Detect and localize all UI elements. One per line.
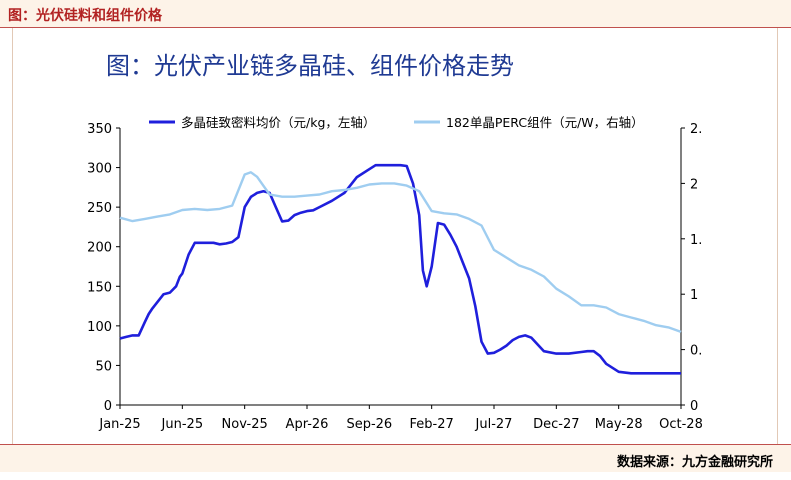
y-left-tick-label: 200: [87, 241, 112, 256]
x-tick-label: Feb-27: [410, 417, 454, 432]
y-right-tick-label: 1.5: [690, 233, 702, 248]
footer-bar: 数据来源：九方金融研究所: [0, 444, 791, 472]
header-title: 图：光伏硅料和组件价格: [8, 8, 162, 24]
y-right-tick-label: 0.5: [690, 344, 702, 359]
legend: 多晶硅致密料均价（元/kg，左轴） 182单晶PERC组件（元/W，右轴）: [149, 115, 644, 130]
x-tick-label: Apr-26: [286, 417, 329, 432]
series-line-2: [119, 171, 682, 334]
x-tick-label: Jul-27: [475, 417, 513, 432]
y-left-tick-label: 0: [104, 399, 112, 414]
y-left-tick-label: 100: [87, 320, 112, 335]
y-right-tick-label: 2: [690, 177, 698, 192]
x-tick-label: Jun-25: [161, 417, 204, 432]
series-line-1: [119, 163, 681, 375]
series-layer: [119, 163, 682, 375]
y-right-tick-label: 2.5: [690, 122, 702, 137]
x-tick-label: Dec-27: [533, 417, 579, 432]
x-tick-label: Jan-25: [98, 417, 140, 432]
legend-label-2: 182单晶PERC组件（元/W，右轴）: [446, 115, 644, 130]
source-note: 数据来源：九方金融研究所: [616, 455, 773, 470]
x-tick-label: May-28: [595, 417, 643, 432]
frame-left-line: [12, 28, 13, 444]
y-left-tick-label: 150: [87, 280, 112, 295]
y-left-tick-label: 250: [87, 201, 112, 216]
price-trend-chart: 图：光伏产业链多晶硅、组件价格走势 多晶硅致密料均价（元/kg，左轴） 182单晶…: [87, 52, 711, 432]
legend-label-1: 多晶硅致密料均价（元/kg，左轴）: [181, 115, 375, 130]
x-tick-label: Oct-28: [659, 417, 702, 432]
y-right-tick-label: 1: [690, 288, 698, 303]
y-left-tick-label: 300: [87, 162, 112, 177]
y-right-tick-label: 0: [690, 399, 698, 414]
chart-title: 图：光伏产业链多晶硅、组件价格走势: [106, 52, 514, 80]
header-bar: 图：光伏硅料和组件价格: [0, 0, 791, 28]
axes: 0 50 100 150 200 250 300 350 0 0.5 1 1.5 2 2.5 Jan-25 J…: [87, 122, 711, 432]
chart-panel: 图：光伏产业链多晶硅、组件价格走势 多晶硅致密料均价（元/kg，左轴） 182单晶…: [69, 40, 711, 440]
x-tick-label: Nov-25: [222, 417, 268, 432]
y-left-tick-label: 50: [95, 359, 112, 374]
frame-right-line: [777, 28, 778, 444]
y-left-tick-label: 350: [87, 122, 112, 137]
x-tick-label: Sep-26: [346, 417, 392, 432]
